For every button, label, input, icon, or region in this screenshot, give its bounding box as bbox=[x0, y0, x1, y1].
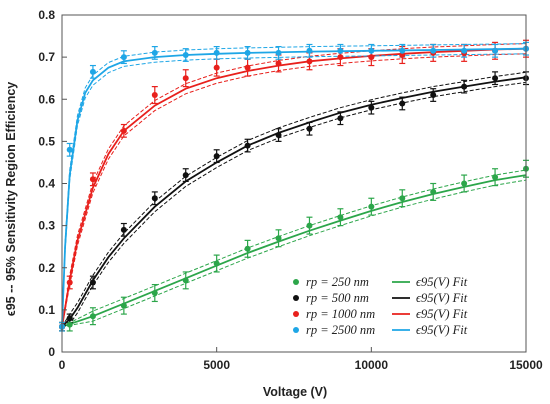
data-point bbox=[306, 58, 313, 65]
data-point bbox=[337, 54, 344, 61]
data-point bbox=[275, 235, 282, 242]
data-point bbox=[399, 100, 406, 107]
data-point bbox=[492, 174, 499, 181]
x-axis-title: Voltage (V) bbox=[263, 385, 327, 399]
data-point bbox=[182, 52, 189, 59]
x-tick-label: 0 bbox=[59, 358, 66, 372]
data-point bbox=[244, 64, 251, 71]
data-point bbox=[492, 75, 499, 82]
data-point bbox=[244, 245, 251, 252]
data-point bbox=[120, 226, 127, 233]
data-point bbox=[66, 321, 73, 328]
y-tick-label: 0.7 bbox=[38, 50, 55, 64]
data-point bbox=[244, 49, 251, 56]
data-point bbox=[213, 64, 220, 71]
data-point bbox=[120, 54, 127, 61]
x-tick-label: 15000 bbox=[509, 358, 543, 372]
data-point bbox=[182, 277, 189, 284]
y-tick-label: 0.5 bbox=[38, 134, 55, 148]
data-point bbox=[399, 47, 406, 54]
data-point bbox=[213, 153, 220, 160]
data-point bbox=[275, 60, 282, 67]
legend-fit-label: ϵ95(V) Fit bbox=[416, 291, 468, 305]
fit-line bbox=[61, 174, 527, 328]
legend-series-label: rp = 250 nm bbox=[306, 275, 369, 289]
data-point bbox=[461, 83, 468, 90]
data-point bbox=[275, 49, 282, 56]
data-point bbox=[430, 47, 437, 54]
data-point bbox=[89, 68, 96, 75]
y-tick-label: 0.2 bbox=[38, 261, 55, 275]
y-tick-label: 0.1 bbox=[38, 303, 55, 317]
data-point bbox=[66, 279, 73, 286]
legend-marker bbox=[293, 295, 299, 301]
data-point bbox=[182, 172, 189, 179]
data-point bbox=[89, 313, 96, 320]
legend-series-label: rp = 500 nm bbox=[306, 291, 369, 305]
fit-band-upper bbox=[61, 71, 527, 327]
x-tick-label: 5000 bbox=[203, 358, 230, 372]
x-tick-label: 10000 bbox=[355, 358, 389, 372]
data-point bbox=[306, 125, 313, 132]
legend: rp = 250 nm ϵ95(V) Fit rp = 500 nm ϵ95(V) F… bbox=[293, 275, 468, 337]
data-point bbox=[399, 195, 406, 202]
legend-marker bbox=[293, 311, 299, 317]
data-point bbox=[306, 222, 313, 229]
data-point bbox=[399, 52, 406, 59]
legend-series-label: rp = 2500 nm bbox=[306, 323, 375, 337]
data-point bbox=[120, 127, 127, 134]
data-point bbox=[461, 47, 468, 54]
data-point bbox=[151, 49, 158, 56]
axis-ticks: 0 5000 10000 15000 0 0.1 0.2 0.3 0.4 0.5 0.6 0.7 0.8 bbox=[38, 8, 543, 372]
legend-series-label: rp = 1000 nm bbox=[306, 307, 375, 321]
data-point bbox=[275, 132, 282, 139]
data-point bbox=[66, 146, 73, 153]
y-axis-title: ϵ95 -- 95% Sensitivity Region Efficiency bbox=[4, 82, 18, 317]
data-point bbox=[430, 188, 437, 195]
data-point bbox=[430, 92, 437, 99]
y-tick-label: 0.4 bbox=[38, 177, 55, 191]
legend-marker bbox=[293, 279, 299, 285]
data-point bbox=[213, 49, 220, 56]
y-tick-label: 0.6 bbox=[38, 92, 55, 106]
y-tick-label: 0.3 bbox=[38, 219, 55, 233]
fit-line bbox=[61, 76, 527, 328]
data-point bbox=[89, 279, 96, 286]
data-point bbox=[306, 47, 313, 54]
data-point bbox=[151, 92, 158, 99]
data-point bbox=[461, 180, 468, 187]
data-point bbox=[368, 54, 375, 61]
data-point bbox=[337, 115, 344, 122]
data-point bbox=[368, 203, 375, 210]
data-point bbox=[337, 214, 344, 221]
data-point bbox=[337, 47, 344, 54]
legend-fit-label: ϵ95(V) Fit bbox=[416, 323, 468, 337]
fit-band-upper bbox=[61, 169, 527, 328]
data-point bbox=[120, 302, 127, 309]
data-point bbox=[89, 176, 96, 183]
data-point bbox=[492, 47, 499, 54]
y-tick-label: 0.8 bbox=[38, 8, 55, 22]
y-tick-label: 0 bbox=[48, 345, 55, 359]
data-point bbox=[66, 315, 73, 322]
data-point bbox=[151, 290, 158, 297]
data-point bbox=[151, 195, 158, 202]
data-point bbox=[213, 260, 220, 267]
fit-band-upper bbox=[61, 43, 527, 327]
legend-fit-label: ϵ95(V) Fit bbox=[416, 307, 468, 321]
data-point bbox=[368, 47, 375, 54]
legend-fit-label: ϵ95(V) Fit bbox=[416, 275, 468, 289]
fit-band-lower bbox=[61, 179, 527, 328]
data-point bbox=[182, 75, 189, 82]
data-markers bbox=[59, 45, 529, 330]
legend-marker bbox=[293, 327, 299, 333]
data-point bbox=[244, 142, 251, 149]
data-point bbox=[368, 104, 375, 111]
